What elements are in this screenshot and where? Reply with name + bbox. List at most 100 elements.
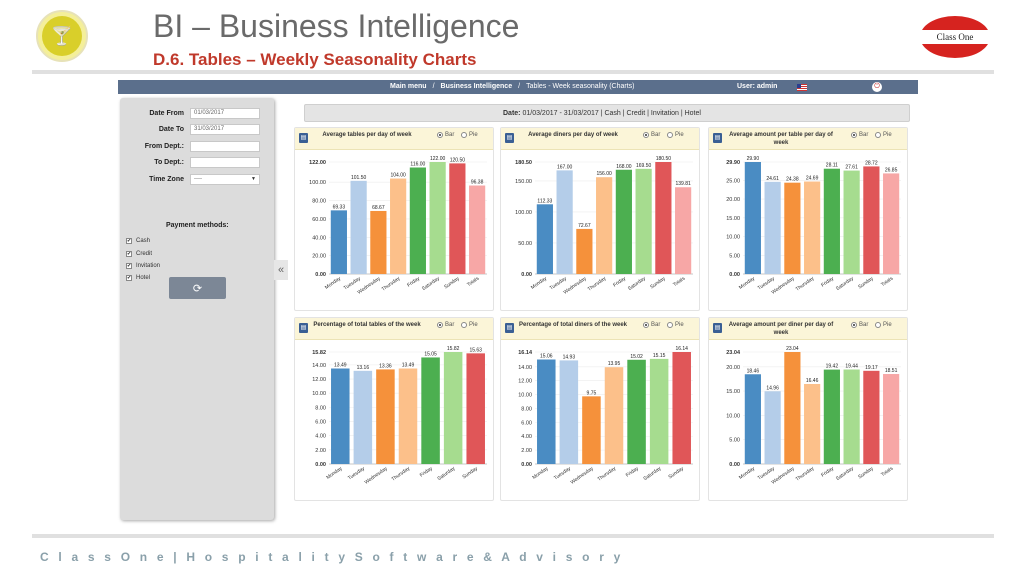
payment-method-credit[interactable]: ✔ Credit bbox=[126, 251, 152, 257]
y-tick-label: 14.00 bbox=[312, 363, 326, 369]
radio-pie[interactable] bbox=[461, 322, 467, 328]
y-tick-label: 23.04 bbox=[726, 350, 741, 356]
data-label: 19.17 bbox=[865, 365, 878, 371]
data-label: 13.16 bbox=[357, 365, 370, 371]
breadcrumb-main-menu[interactable]: Main menu bbox=[390, 83, 427, 90]
x-tick-label: Friday bbox=[625, 465, 640, 478]
data-label: 168.00 bbox=[616, 164, 632, 170]
y-tick-label: 5.00 bbox=[729, 253, 740, 259]
cocktail-logo-icon: 🍸 bbox=[36, 10, 88, 62]
checkbox-checked-icon[interactable]: ✔ bbox=[126, 251, 132, 257]
payment-method-invitation[interactable]: ✔ Invitation bbox=[126, 263, 160, 269]
to-dept-row: To Dept.: bbox=[120, 157, 274, 169]
bar-toggle[interactable]: Bar bbox=[437, 132, 454, 138]
checkbox-checked-icon[interactable]: ✔ bbox=[126, 275, 132, 281]
data-label: 9.75 bbox=[587, 390, 597, 396]
bar bbox=[429, 162, 446, 274]
bar-toggle[interactable]: Bar bbox=[437, 322, 454, 328]
y-tick-label: 16.14 bbox=[518, 350, 533, 356]
bar bbox=[627, 359, 646, 464]
payment-method-cash[interactable]: ✔ Cash bbox=[126, 238, 150, 244]
x-tick-label: Monday bbox=[530, 275, 548, 290]
y-tick-label: 8.00 bbox=[521, 406, 532, 412]
time-zone-value: ---- bbox=[194, 176, 202, 182]
payment-method-hotel[interactable]: ✔ Hotel bbox=[126, 275, 150, 281]
pie-toggle[interactable]: Pie bbox=[667, 322, 684, 328]
chart-card-header: ▤ Percentage of total tables of the week B… bbox=[295, 318, 493, 340]
bar-toggle[interactable]: Bar bbox=[643, 132, 660, 138]
radio-pie[interactable] bbox=[667, 132, 673, 138]
radio-pie[interactable] bbox=[667, 322, 673, 328]
chart-card: ▤ Average amount per table per day of wee… bbox=[708, 127, 908, 311]
radio-bar[interactable] bbox=[643, 322, 649, 328]
radio-bar[interactable] bbox=[851, 322, 857, 328]
bar-toggle[interactable]: Bar bbox=[851, 322, 868, 328]
bar bbox=[635, 168, 652, 274]
time-zone-select[interactable]: ---- ▼ bbox=[190, 174, 260, 185]
pie-toggle[interactable]: Pie bbox=[461, 132, 478, 138]
to-dept-input[interactable] bbox=[190, 157, 260, 168]
bar-toggle-label: Bar bbox=[859, 132, 869, 138]
refresh-button[interactable]: ⟳ bbox=[169, 277, 226, 299]
y-tick-label: 25.00 bbox=[726, 178, 740, 184]
bar bbox=[823, 369, 840, 464]
x-tick-label: Monday bbox=[738, 465, 756, 480]
date-from-input[interactable]: 01/03/2017 bbox=[190, 108, 260, 119]
radio-bar[interactable] bbox=[851, 132, 857, 138]
date-to-input[interactable]: 31/03/2017 bbox=[190, 124, 260, 135]
from-dept-input[interactable] bbox=[190, 141, 260, 152]
top-menu-bar: Main menu / Business Intelligence / Tabl… bbox=[118, 80, 918, 94]
data-label: 18.46 bbox=[747, 368, 760, 374]
radio-pie[interactable] bbox=[461, 132, 467, 138]
data-label: 13.49 bbox=[402, 362, 415, 368]
pie-toggle[interactable]: Pie bbox=[875, 132, 892, 138]
class-one-logo: Class One bbox=[920, 16, 990, 58]
pie-toggle-label: Pie bbox=[469, 132, 478, 138]
x-tick-label: Tuesday bbox=[553, 465, 572, 481]
x-tick-label: Wednesday bbox=[771, 465, 796, 485]
bar bbox=[536, 204, 553, 274]
bar-chart: 0.00 2.00 4.00 6.00 8.00 10.00 12.00 14.00 16.14… bbox=[518, 346, 693, 486]
bottom-divider bbox=[32, 534, 994, 538]
chart-card: ▤ Percentage of total tables of the week B… bbox=[294, 317, 494, 501]
bar bbox=[883, 374, 900, 464]
breadcrumb-business-intelligence[interactable]: Business Intelligence bbox=[440, 83, 513, 90]
checkbox-checked-icon[interactable]: ✔ bbox=[126, 263, 132, 269]
radio-pie[interactable] bbox=[875, 322, 881, 328]
pie-toggle[interactable]: Pie bbox=[461, 322, 478, 328]
from-dept-row: From Dept.: bbox=[120, 141, 274, 153]
chart-icon: ▤ bbox=[505, 323, 514, 333]
bar bbox=[744, 162, 761, 274]
data-label: 15.63 bbox=[469, 347, 482, 353]
x-tick-label: Monday bbox=[738, 275, 756, 290]
bar-toggle[interactable]: Bar bbox=[643, 322, 660, 328]
radio-pie[interactable] bbox=[875, 132, 881, 138]
radio-bar[interactable] bbox=[437, 322, 443, 328]
y-tick-label: 2.00 bbox=[521, 448, 532, 454]
x-tick-label: Friday bbox=[419, 465, 434, 478]
x-tick-label: Wednesday bbox=[364, 465, 389, 485]
to-dept-label: To Dept.: bbox=[154, 159, 184, 166]
pie-toggle[interactable]: Pie bbox=[875, 322, 892, 328]
bar bbox=[596, 177, 613, 274]
radio-bar[interactable] bbox=[437, 132, 443, 138]
time-zone-label: Time Zone bbox=[149, 176, 184, 183]
time-zone-row: Time Zone ---- ▼ bbox=[120, 174, 274, 186]
language-flag-icon[interactable] bbox=[797, 84, 807, 91]
collapse-sidebar-button[interactable]: « bbox=[274, 260, 288, 280]
logout-power-icon[interactable]: ⏻ bbox=[872, 82, 882, 92]
y-tick-label: 20.00 bbox=[726, 197, 740, 203]
page-subtitle: D.6. Tables – Weekly Seasonality Charts bbox=[153, 50, 477, 69]
x-tick-label: Totals bbox=[466, 275, 481, 288]
bar bbox=[537, 359, 556, 464]
bar bbox=[784, 182, 801, 274]
chevron-down-icon: ▼ bbox=[251, 176, 256, 182]
radio-bar[interactable] bbox=[643, 132, 649, 138]
pie-toggle[interactable]: Pie bbox=[667, 132, 684, 138]
y-tick-label: 80.00 bbox=[312, 199, 326, 205]
bar-toggle[interactable]: Bar bbox=[851, 132, 868, 138]
data-label: 24.61 bbox=[766, 176, 779, 182]
checkbox-checked-icon[interactable]: ✔ bbox=[126, 238, 132, 244]
class-one-logo-text: Class One bbox=[920, 30, 990, 44]
data-label: 14.96 bbox=[766, 385, 779, 391]
